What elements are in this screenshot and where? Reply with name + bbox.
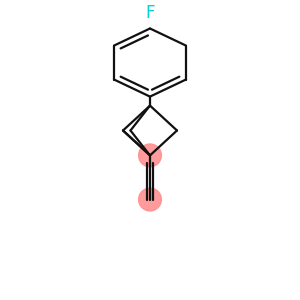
Circle shape — [139, 144, 161, 167]
Text: F: F — [145, 4, 155, 22]
Circle shape — [139, 188, 161, 211]
